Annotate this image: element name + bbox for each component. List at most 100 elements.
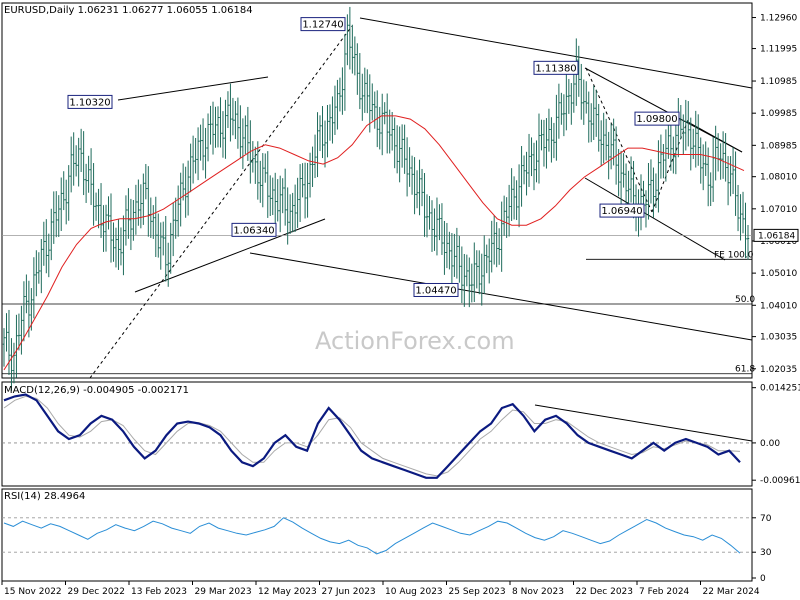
- price-bar: [224, 99, 227, 159]
- price-bar: [657, 140, 660, 213]
- price-bar: [261, 153, 264, 208]
- price-bar: [570, 83, 573, 125]
- price-bar: [361, 73, 364, 121]
- price-label-box: [599, 203, 645, 218]
- price-bar: [381, 93, 384, 156]
- price-bar: [435, 197, 439, 256]
- price-bar: [65, 179, 68, 225]
- price-bar: [74, 145, 78, 177]
- price-bar: [199, 124, 202, 161]
- price-bar: [540, 119, 543, 151]
- price-bar: [338, 77, 342, 112]
- recent-top-line: [687, 121, 743, 153]
- price-bar: [445, 222, 449, 269]
- price-bar: [236, 97, 240, 149]
- price-bar: [323, 120, 327, 168]
- price-bar: [296, 177, 299, 228]
- price-bar: [15, 314, 18, 378]
- price-bar: [12, 342, 16, 384]
- price-bar: [458, 235, 461, 283]
- price-bar: [555, 94, 558, 161]
- price-bar: [609, 123, 613, 170]
- price-bar: [672, 136, 675, 174]
- price-bar: [72, 132, 75, 186]
- price-bar: [687, 101, 690, 147]
- price-label: 1.06340: [231, 222, 277, 237]
- price-bar: [652, 167, 655, 218]
- current-price-label: 1.06184: [758, 231, 795, 241]
- price-bar: [500, 201, 503, 272]
- price-bar: [405, 137, 409, 197]
- price-bar: [206, 113, 210, 162]
- price-bar: [318, 115, 322, 152]
- price-bar: [211, 101, 215, 155]
- price-bar: [507, 184, 511, 237]
- price-bar: [502, 195, 506, 236]
- price-bar: [592, 85, 595, 141]
- channel-bottom-line: [249, 252, 753, 341]
- price-bar: [333, 85, 337, 135]
- price-tick-label: 1.10985: [760, 77, 797, 87]
- price-bar: [328, 104, 332, 141]
- price-bar: [77, 137, 80, 187]
- price-bar: [127, 188, 130, 239]
- fib-level-label: 50.0: [735, 295, 755, 305]
- price-bar: [221, 111, 225, 158]
- wedge-lower-line: [134, 218, 326, 293]
- price-bar: [490, 220, 493, 273]
- price-bar: [366, 69, 369, 114]
- price-bar: [517, 164, 521, 228]
- price-bar: [122, 215, 125, 276]
- price-bar: [460, 246, 464, 304]
- price-bar: [94, 192, 98, 221]
- price-bar: [448, 231, 451, 270]
- price-bar: [684, 99, 687, 151]
- price-bar: [473, 242, 476, 303]
- price-tick-label: 1.08010: [760, 173, 797, 183]
- price-bar: [104, 204, 108, 252]
- price-bar: [351, 24, 354, 74]
- price-label-text: 1.04470: [415, 285, 456, 296]
- price-bar: [552, 122, 556, 159]
- price-bar: [89, 148, 93, 206]
- date-label: 15 Nov 2022: [4, 587, 62, 597]
- price-bar: [60, 177, 63, 231]
- price-bar: [368, 74, 371, 133]
- date-label: 12 May 2023: [258, 587, 317, 597]
- date-label: 22 Dec 2023: [576, 587, 634, 597]
- price-bar: [214, 106, 217, 148]
- price-bar: [495, 222, 498, 268]
- trend-lines: [89, 17, 753, 442]
- price-bar: [7, 309, 11, 376]
- price-tick-label: 1.09985: [760, 109, 797, 119]
- price-tick-label: 1.05010: [760, 269, 797, 279]
- price-bar: [288, 194, 292, 234]
- rsi-header: RSI(14) 28.4964: [4, 491, 86, 502]
- price-bar: [283, 168, 287, 226]
- macd-panel-frame: [1, 381, 753, 487]
- price-bar: [413, 157, 416, 215]
- date-label: 29 Dec 2022: [68, 587, 126, 597]
- price-bar: [485, 244, 488, 274]
- price-bar: [164, 215, 167, 282]
- price-bar: [617, 149, 620, 197]
- price-bar: [57, 195, 60, 237]
- price-bar: [184, 166, 187, 218]
- price-bar: [403, 124, 406, 174]
- price-bar: [358, 53, 362, 110]
- price-bar: [276, 179, 279, 222]
- price-bar: [137, 179, 140, 226]
- price-tick-label: 1.11995: [760, 45, 797, 55]
- fib-level-label: 61.8: [735, 365, 755, 375]
- price-bar: [119, 227, 123, 266]
- price-tick-label: 1.03035: [760, 333, 797, 343]
- price-bar: [5, 313, 8, 352]
- price-label-text: 1.09800: [636, 114, 677, 125]
- price-bar: [147, 166, 150, 237]
- price-label-text: 1.06340: [233, 225, 274, 236]
- price-bar: [176, 185, 180, 237]
- price-bar: [709, 172, 712, 207]
- price-bar: [505, 197, 508, 238]
- price-bar: [624, 163, 628, 211]
- price-bar: [32, 257, 36, 319]
